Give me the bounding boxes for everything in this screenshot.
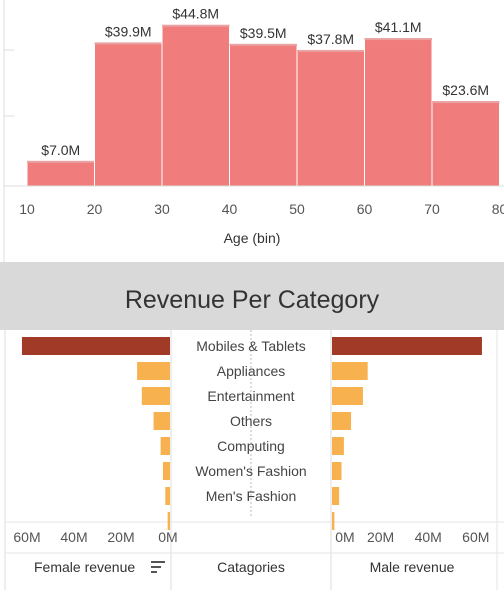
histogram-bar (229, 43, 298, 187)
age-histogram: $7.0M $39.9M $44.8M $39.5M $37.8M $41.1M $23.6… (3, 0, 504, 262)
male-revenue-bar (332, 337, 482, 355)
category-label: Women's Fashion (195, 463, 306, 479)
x-axis-title: Age (bin) (223, 230, 281, 246)
bar-value-label: $7.0M (41, 142, 80, 158)
histogram-bar (431, 100, 500, 187)
bar-value-label: $39.9M (105, 23, 152, 39)
female-revenue-bar (162, 462, 170, 480)
bar-value-label: $37.8M (307, 31, 354, 47)
female-x-tick-label: 60M (13, 529, 40, 545)
histogram-bar-top (229, 43, 297, 46)
male-revenue-bar (332, 512, 335, 530)
section-title-band (0, 262, 504, 330)
histogram-bar (26, 160, 95, 187)
category-revenue-panel: Mobiles & Tablets Appliances Entertainment… (0, 330, 504, 590)
male-x-tick-label: 40M (415, 529, 442, 545)
male-revenue-bar (332, 412, 352, 430)
x-tick-label: 80 (492, 201, 504, 217)
category-revenue-chart: Mobiles & Tablets Appliances Entertainment… (4, 330, 504, 590)
female-revenue-bar (141, 387, 170, 405)
female-revenue-bar (21, 337, 171, 355)
histogram-bar-top (432, 101, 500, 104)
male-revenue-bar (332, 487, 340, 505)
x-tick-label: 10 (19, 201, 35, 217)
section-title: Revenue Per Category (124, 286, 380, 314)
x-tick-label: 60 (357, 201, 373, 217)
bar-value-label: $39.5M (240, 25, 287, 41)
histogram-bar-top (364, 38, 432, 41)
female-revenue-header[interactable]: Female revenue (34, 559, 136, 575)
female-revenue-bar (167, 512, 170, 530)
x-tick-label: 20 (87, 201, 103, 217)
bar-value-label: $44.8M (172, 6, 219, 22)
category-label: Computing (217, 438, 285, 454)
male-revenue-bar (332, 462, 342, 480)
female-revenue-bar (160, 437, 170, 455)
x-tick-label: 70 (424, 201, 440, 217)
male-x-tick-label: 20M (367, 529, 394, 545)
male-revenue-bar (332, 387, 363, 405)
histogram-bar (364, 37, 433, 187)
category-label: Men's Fashion (206, 488, 297, 504)
histogram-bar-top (297, 49, 365, 52)
histogram-bar (161, 24, 230, 187)
female-x-tick-label: 40M (60, 529, 87, 545)
category-label: Mobiles & Tablets (196, 338, 305, 354)
male-revenue-header[interactable]: Male revenue (369, 559, 455, 575)
male-revenue-bar (332, 437, 344, 455)
category-label: Others (230, 413, 272, 429)
category-label: Appliances (217, 363, 286, 379)
histogram-bar-top (27, 160, 95, 163)
female-revenue-bar (137, 362, 170, 380)
male-revenue-bar (332, 362, 368, 380)
bar-value-label: $41.1M (375, 19, 422, 35)
histogram-bar (296, 49, 365, 187)
female-x-tick-label: 20M (107, 529, 134, 545)
histogram-bar-top (94, 42, 162, 45)
female-revenue-bar (153, 412, 170, 430)
histogram-bar-top (162, 24, 230, 27)
female-x-tick-label: 0M (158, 529, 177, 545)
age-histogram-panel: $7.0M $39.9M $44.8M $39.5M $37.8M $41.1M $23.6… (0, 0, 504, 262)
male-x-tick-label: 60M (462, 529, 489, 545)
categories-header: Catagories (217, 559, 285, 575)
x-tick-label: 50 (289, 201, 305, 217)
category-label: Entertainment (207, 388, 294, 404)
x-tick-label: 40 (222, 201, 238, 217)
female-revenue-bar (165, 487, 170, 505)
sort-icon[interactable] (151, 560, 167, 574)
bar-value-label: $23.6M (442, 82, 489, 98)
x-tick-label: 30 (154, 201, 170, 217)
male-x-tick-label: 0M (335, 529, 354, 545)
histogram-bar (94, 41, 163, 187)
